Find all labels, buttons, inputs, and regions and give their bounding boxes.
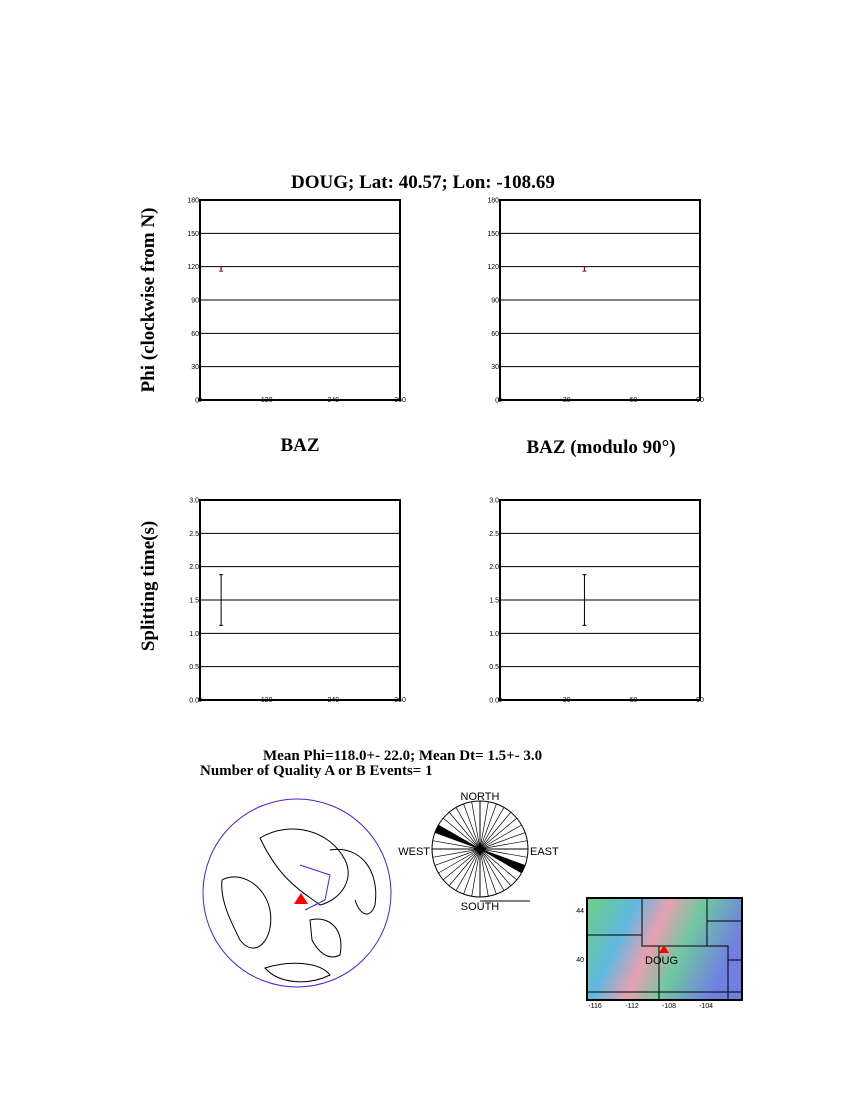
rose-spoke [471, 801, 481, 850]
rose-spoke [448, 812, 481, 850]
plot-dt-vs-baz: 0.00.51.01.52.02.53.00 120 240 360 [189, 498, 406, 705]
ylabel-dt: Splitting time(s) [138, 521, 159, 651]
ytick-label: 1.5 [189, 598, 199, 605]
rose-spoke [455, 807, 481, 850]
rose-spoke [443, 848, 481, 881]
plot-dt-vs-baz-mod90: 0.00.51.01.52.02.53.00 30 60 90 [489, 498, 704, 705]
ytick-label: 1.0 [489, 631, 499, 638]
ytick-label: 0.5 [189, 664, 199, 671]
rose-south: SOUTH [461, 901, 500, 913]
ytick-label: 180 [187, 198, 199, 205]
ytick-label: 3.0 [489, 498, 499, 505]
rose-spoke [479, 817, 517, 850]
map-ytick: 44 [576, 908, 584, 915]
rose-spoke [479, 848, 528, 858]
rose-spoke [463, 848, 481, 895]
plot-frame [199, 499, 401, 701]
rose-spoke [479, 840, 528, 850]
map-xtick: -108 [662, 1003, 676, 1010]
map-xtick: -104 [699, 1003, 713, 1010]
rose-spoke [479, 812, 512, 850]
ytick-label: 2.0 [489, 564, 499, 571]
plot-frame [499, 499, 701, 701]
rose-diagram [431, 800, 530, 902]
summary-mean: Mean Phi=118.0+- 22.0; Mean Dt= 1.5+- 3.… [263, 748, 542, 764]
rose-west: WEST [398, 846, 430, 858]
ytick-label: 0.5 [489, 664, 499, 671]
rose-spoke [479, 848, 497, 895]
rose-petal [480, 849, 526, 873]
ytick-label: 60 [491, 331, 499, 338]
ytick-label: 0 [495, 398, 499, 405]
plot-frame [499, 199, 701, 401]
station-label: DOUG [645, 955, 678, 967]
rose-spoke [432, 848, 481, 858]
rose-spoke [438, 848, 481, 874]
rose-spoke [432, 840, 481, 850]
doug-station-icon [659, 945, 669, 953]
ytick-label: 150 [487, 231, 499, 238]
ytick-label: 120 [487, 264, 499, 271]
plot-frame [199, 199, 401, 401]
figure-title: DOUG; Lat: 40.57; Lon: -108.69 [291, 172, 555, 193]
ytick-label: 1.0 [189, 631, 199, 638]
ytick-label: 180 [487, 198, 499, 205]
data-point [583, 599, 586, 601]
rose-north: NORTH [461, 791, 500, 803]
ylabel-phi: Phi (clockwise from N) [138, 208, 159, 393]
ytick-label: 0 [195, 398, 199, 405]
rose-petal [434, 825, 480, 849]
data-point [220, 599, 222, 601]
ytick-label: 2.0 [189, 564, 199, 571]
xlabel-baz-mod90: BAZ (modulo 90°) [526, 437, 675, 458]
ytick-label: 90 [191, 298, 199, 305]
rose-spoke [479, 848, 517, 881]
ytick-label: 2.5 [189, 531, 199, 538]
ytick-label: 60 [191, 331, 199, 338]
map-xtick: -112 [625, 1003, 639, 1010]
rose-spoke [434, 848, 481, 866]
rose-spoke [479, 807, 505, 850]
map-ytick: 40 [576, 957, 584, 964]
data-point [583, 268, 586, 270]
ytick-label: 3.0 [189, 498, 199, 505]
rose-spoke [479, 824, 522, 850]
station-marker-icon [294, 893, 308, 904]
summary-count: Number of Quality A or B Events= 1 [200, 763, 433, 779]
rose-east: EAST [530, 846, 559, 858]
ytick-label: 30 [191, 364, 199, 371]
rose-spoke [448, 848, 481, 886]
rose-spoke [479, 848, 512, 886]
rose-spoke [479, 801, 489, 850]
rose-spoke [479, 848, 505, 891]
rose-spoke [455, 848, 481, 891]
rose-spoke [479, 832, 526, 850]
rose-spoke [479, 848, 489, 897]
ytick-label: 2.5 [489, 531, 499, 538]
ytick-label: 120 [187, 264, 199, 271]
ytick-label: 90 [491, 298, 499, 305]
ytick-label: 1.5 [489, 598, 499, 605]
xlabel-baz: BAZ [280, 435, 319, 456]
ytick-label: 150 [187, 231, 199, 238]
rose-spoke [443, 817, 481, 850]
ytick-label: 0.0 [489, 698, 499, 705]
ytick-label: 0.0 [189, 698, 199, 705]
globe-map [202, 798, 392, 988]
rose-spoke [479, 803, 497, 850]
station-map: DOUG 44 40 -116 -112 -108 -104 [576, 897, 743, 1010]
rose-spoke [463, 803, 481, 850]
data-point [220, 268, 222, 270]
ytick-label: 30 [491, 364, 499, 371]
map-xtick: -116 [588, 1003, 602, 1010]
rose-spoke [471, 848, 481, 897]
